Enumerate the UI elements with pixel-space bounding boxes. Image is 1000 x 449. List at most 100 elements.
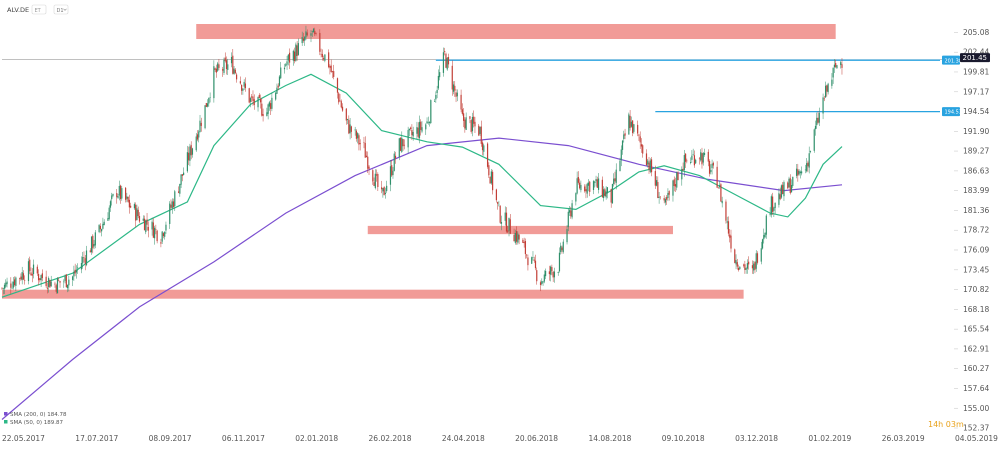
x-tick-label: 17.07.2017 <box>75 434 118 443</box>
candle-body <box>580 184 582 191</box>
candle-body <box>703 152 706 155</box>
candle-body <box>359 143 361 145</box>
candle-body <box>818 112 820 123</box>
candle-body <box>46 287 49 289</box>
candle-body <box>575 193 577 202</box>
candle-body <box>488 165 490 176</box>
candle-body <box>74 269 76 274</box>
candle-body <box>410 127 412 130</box>
candle-body <box>80 262 83 270</box>
candle-body <box>215 68 218 73</box>
candle-body <box>471 117 474 132</box>
candle-body <box>674 184 677 187</box>
candle-body <box>500 221 503 224</box>
candle-body <box>633 124 635 132</box>
candle-body <box>242 88 244 91</box>
candle-body <box>454 85 456 91</box>
candle-body <box>21 272 23 280</box>
candle-body <box>267 104 269 114</box>
candle-body <box>31 273 33 276</box>
candle-body <box>835 62 837 67</box>
candle-body <box>673 179 675 186</box>
candle-body <box>734 249 736 263</box>
candle-body <box>297 43 299 55</box>
candle-body <box>160 242 162 244</box>
candle-body <box>770 196 772 215</box>
candle-body <box>98 224 100 233</box>
candle-body <box>789 178 791 194</box>
candle-body <box>648 162 650 170</box>
candle-body <box>790 185 793 193</box>
candle-body <box>442 52 445 73</box>
candle-body <box>251 96 253 98</box>
candle-body <box>321 53 323 57</box>
candle-body <box>712 162 714 166</box>
candle-body <box>355 130 358 139</box>
y-tick-label: 178.72 <box>963 226 989 235</box>
candle-body <box>596 179 598 188</box>
y-axis: 205.08 202.44 199.81 197.17 194.54 191.90 189.… <box>954 28 989 433</box>
candle-body <box>550 266 552 275</box>
candle-body <box>619 160 621 172</box>
candle-body <box>463 113 465 121</box>
drawing-tools-button[interactable] <box>31 4 47 15</box>
current-badge <box>960 53 990 63</box>
candle-body <box>32 264 35 275</box>
candle-body <box>214 68 216 70</box>
candle-body <box>339 100 341 102</box>
candle-body <box>645 153 648 166</box>
candle-body <box>41 273 43 279</box>
candle-body <box>523 242 525 244</box>
candle-body <box>40 275 42 281</box>
candle-body <box>664 199 667 203</box>
candle-body <box>721 200 723 204</box>
candle-body <box>143 218 146 231</box>
candle-body <box>349 124 351 134</box>
candle-body <box>764 233 766 238</box>
candle-body <box>533 259 535 261</box>
candle-body <box>480 126 482 144</box>
candle-body <box>639 136 641 143</box>
candle-body <box>597 178 600 190</box>
candle-body <box>164 231 166 237</box>
candle-body <box>736 262 738 267</box>
candle-body <box>751 265 754 269</box>
candle-body <box>381 187 383 190</box>
candle-body <box>243 81 245 87</box>
candle-body <box>367 156 369 169</box>
candle-body <box>222 69 224 71</box>
candle-body <box>737 267 740 271</box>
candle-body <box>259 99 262 103</box>
interval-button[interactable] <box>53 4 69 15</box>
candles <box>1 25 843 295</box>
x-tick-label: 02.01.2018 <box>295 434 338 443</box>
candle-body <box>773 207 775 211</box>
candle-body <box>465 117 467 130</box>
candle-body <box>142 218 144 221</box>
candle-body <box>615 169 617 183</box>
candle-body <box>753 263 755 271</box>
y-tick-label: 157.64 <box>963 384 989 393</box>
candle-body <box>162 233 165 237</box>
candle-body <box>483 145 485 152</box>
candle-body <box>136 208 138 221</box>
candle-body <box>268 102 270 107</box>
candle-body <box>391 165 393 176</box>
candle-body <box>90 236 93 253</box>
candle-body <box>544 270 547 277</box>
candle-body <box>341 106 344 111</box>
candle-body <box>649 160 651 172</box>
candle-body <box>65 274 67 288</box>
candle-body <box>624 133 626 136</box>
candle-body <box>368 166 370 169</box>
candle-body <box>20 276 22 280</box>
x-tick-label: 22.05.2017 <box>2 434 45 443</box>
candle-body <box>822 97 824 114</box>
candle-body <box>606 187 608 194</box>
candle-body <box>403 144 405 146</box>
candle-body <box>48 277 50 288</box>
candle-body <box>614 178 616 182</box>
candle-body <box>527 257 529 266</box>
candle-body <box>659 196 661 198</box>
